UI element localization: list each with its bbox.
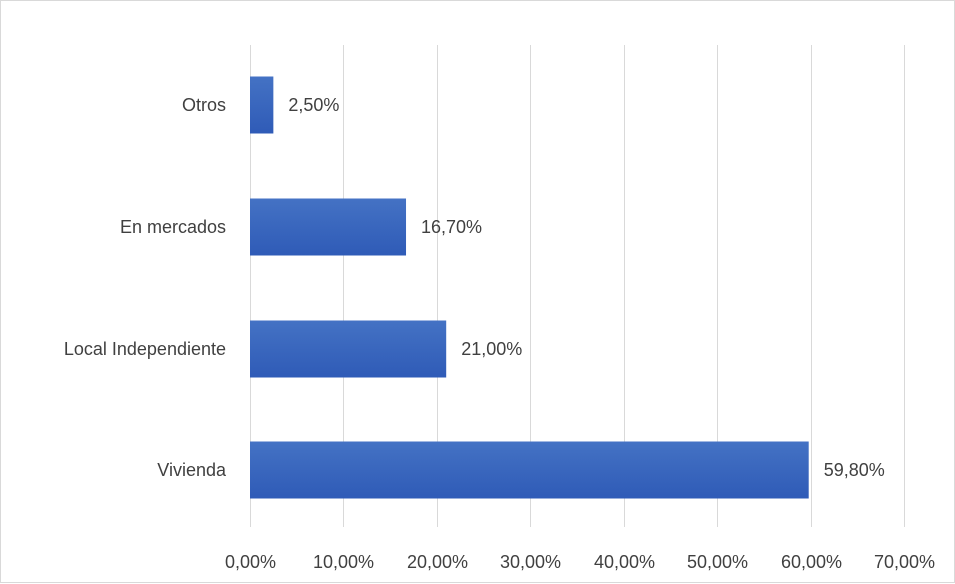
category-label: Otros	[182, 95, 226, 115]
grid-lines	[250, 45, 905, 527]
bar-en-mercados	[250, 198, 407, 256]
data-label: 16,70%	[421, 217, 482, 237]
bar-otros	[250, 76, 274, 134]
labels: 0,00% 10,00% 20,00% 30,00% 40,00% 50,00% 60,00…	[64, 95, 935, 572]
x-tick-label: 50,00%	[687, 552, 748, 572]
x-tick-label: 60,00%	[781, 552, 842, 572]
category-label: En mercados	[120, 217, 226, 237]
bar-vivienda	[250, 441, 809, 499]
category-label: Local Independiente	[64, 339, 226, 359]
data-label: 59,80%	[824, 460, 885, 480]
x-tick-label: 30,00%	[500, 552, 561, 572]
data-label: 2,50%	[288, 95, 339, 115]
data-label: 21,00%	[461, 339, 522, 359]
bar-local-independiente	[250, 320, 447, 378]
x-tick-label: 0,00%	[225, 552, 276, 572]
x-tick-label: 10,00%	[313, 552, 374, 572]
x-tick-label: 20,00%	[407, 552, 468, 572]
x-tick-label: 40,00%	[594, 552, 655, 572]
bars	[250, 76, 809, 499]
category-label: Vivienda	[157, 460, 227, 480]
x-tick-label: 70,00%	[874, 552, 935, 572]
